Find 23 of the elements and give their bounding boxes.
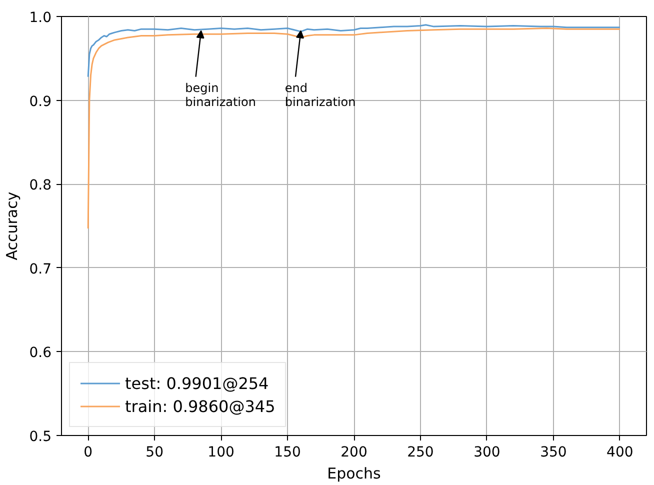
y-tick-label: 0.6 (29, 345, 52, 362)
line-series (87, 24, 621, 78)
x-tick-label: 400 (606, 444, 634, 460)
x-tick-label: 350 (540, 444, 567, 460)
x-tick-label: 200 (340, 444, 368, 460)
line-series (87, 27, 621, 230)
x-tick-label: 300 (474, 444, 500, 460)
y-axis-title: Accuracy (3, 192, 22, 260)
x-tick-label: 150 (274, 444, 301, 460)
y-tick-label: 0.8 (29, 178, 52, 194)
annotation: begin binarization (185, 81, 256, 110)
x-tick-label: 250 (407, 444, 434, 460)
annotation: end binarization (284, 81, 356, 110)
x-tick-label: 100 (208, 444, 234, 460)
legend-label: train: 0.9860@345 (125, 396, 276, 416)
legend-label: test: 0.9901@254 (125, 374, 269, 392)
y-tick-label: 0.5 (29, 429, 52, 445)
y-tick-label: 1.0 (29, 10, 52, 26)
x-tick-label: 50 (146, 444, 164, 460)
x-tick-label: 0 (84, 444, 93, 460)
x-axis-title: Epochs (327, 464, 382, 482)
y-tick-label: 0.9 (29, 94, 52, 110)
y-tick-label: 0.7 (29, 261, 52, 278)
